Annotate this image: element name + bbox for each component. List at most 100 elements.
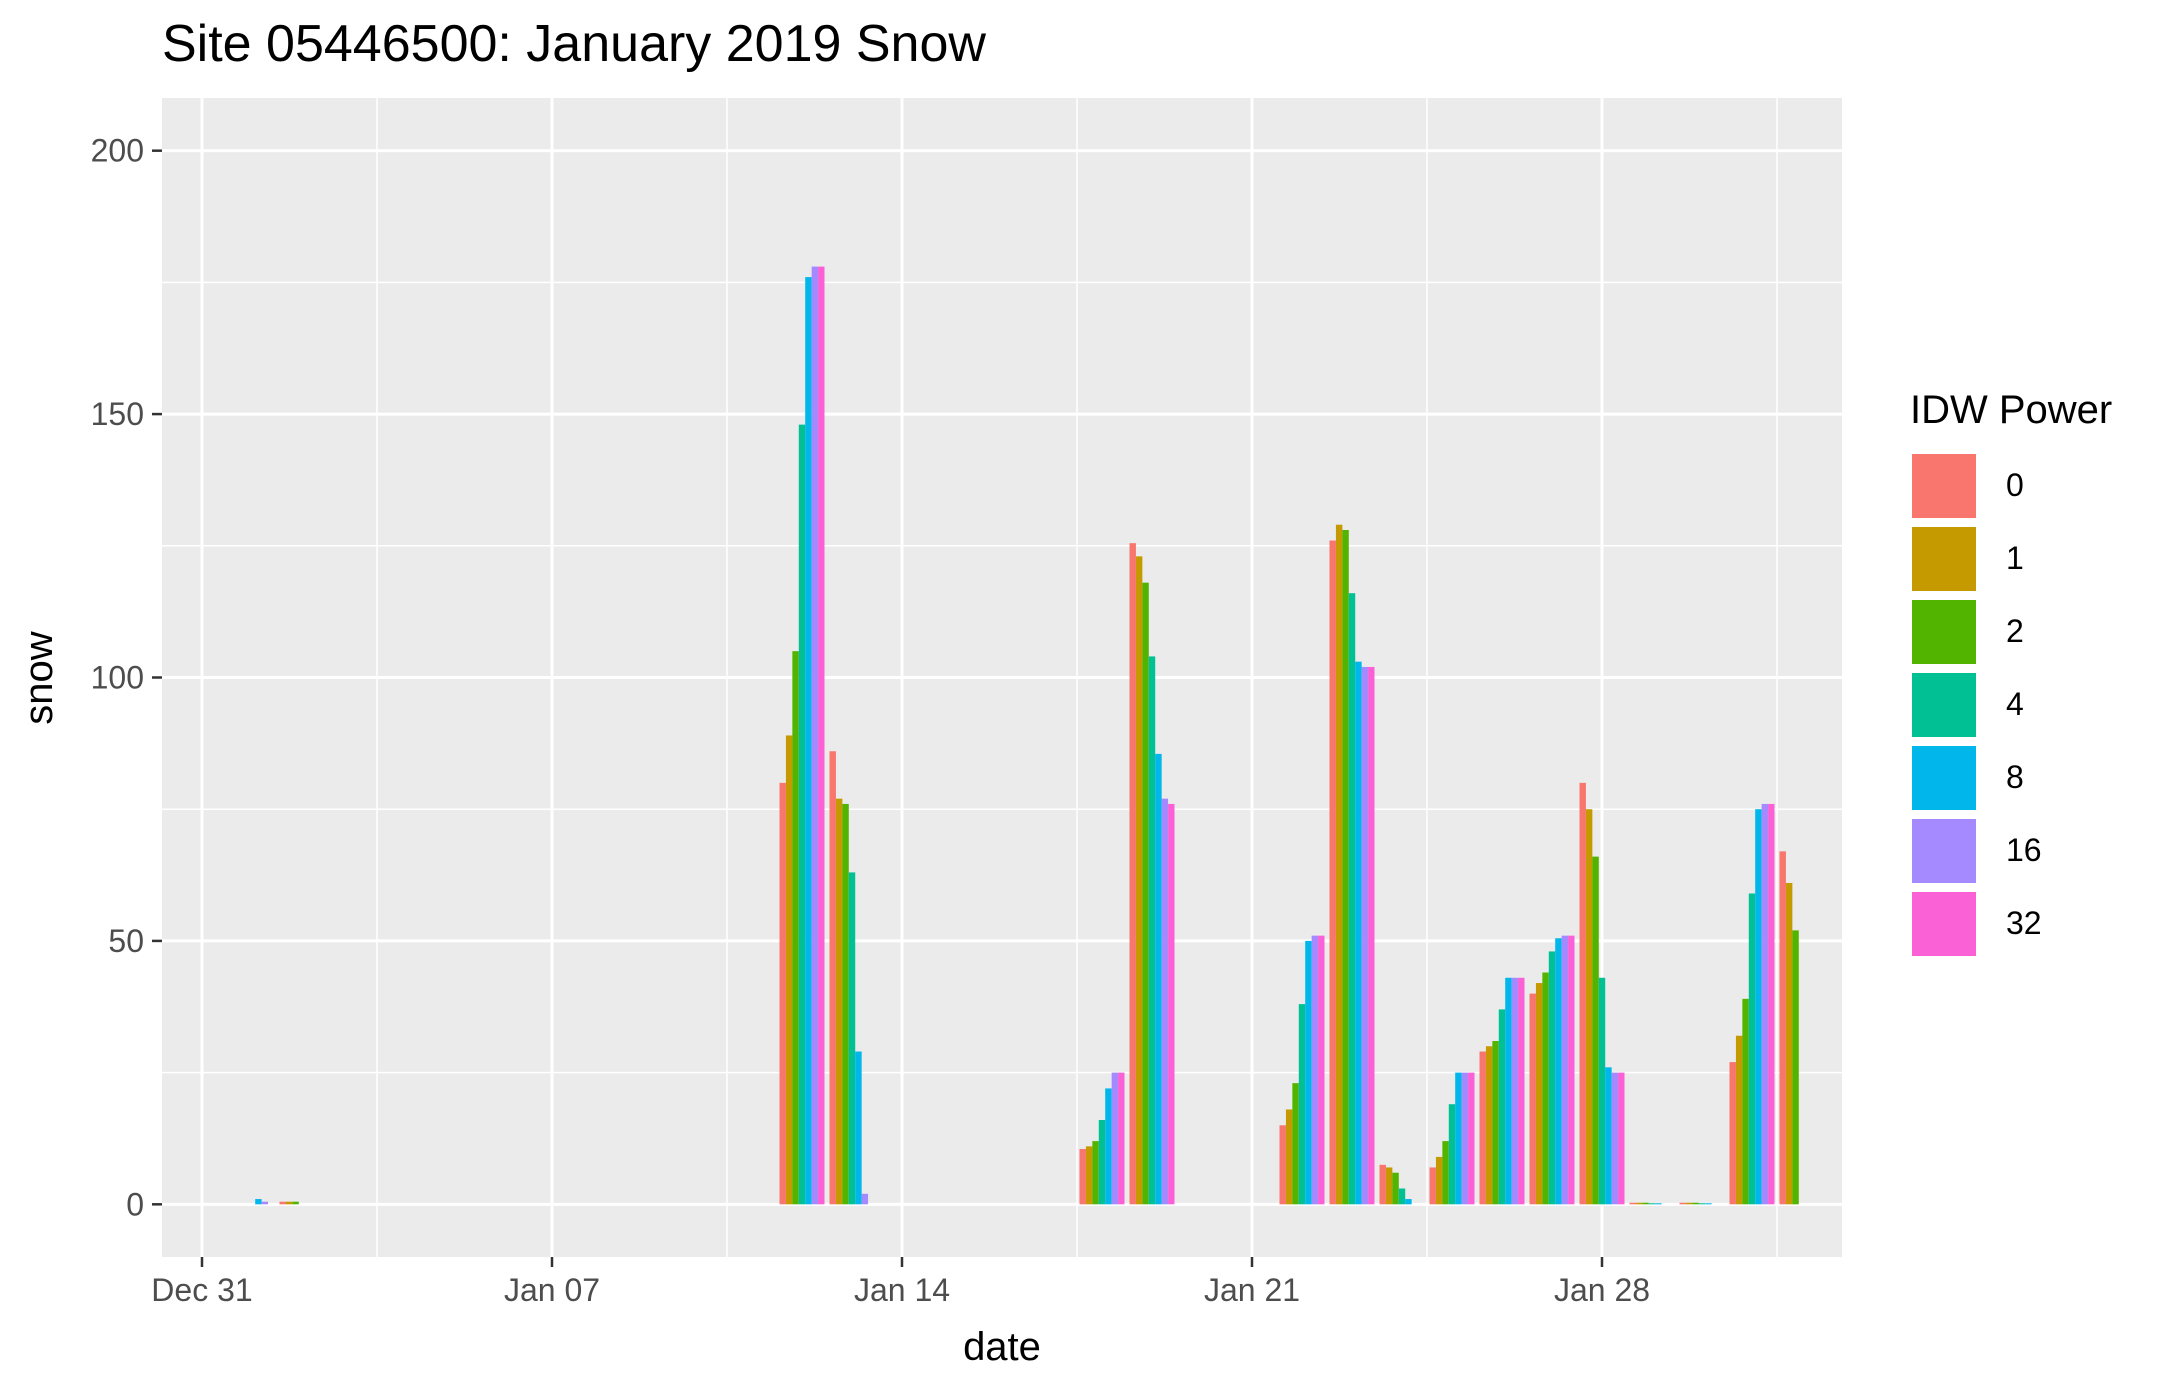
bar-4-2019-01-29	[1648, 1203, 1656, 1205]
legend-item: 2	[1910, 595, 2112, 668]
legend-title: IDW Power	[1910, 388, 2113, 432]
bar-32-2019-01-28	[1618, 1072, 1625, 1205]
bar-2-2019-01-26	[1492, 1041, 1499, 1205]
bar-4-2019-01-13	[848, 872, 856, 1205]
bar-8-2019-01-25	[1455, 1072, 1462, 1205]
bar-2-2019-02-01	[1792, 930, 1799, 1205]
bar-2-2019-01-19	[1142, 582, 1149, 1205]
bar-16-2019-01-27	[1561, 935, 1569, 1205]
bar-16-2019-01-13	[861, 1193, 869, 1205]
legend-swatch	[1910, 816, 1978, 885]
bar-0-2019-01-18	[1079, 1149, 1086, 1205]
bar-32-2019-01-23	[1368, 666, 1375, 1205]
grid-major	[162, 98, 1842, 1257]
bar-8-2019-01-12	[805, 277, 812, 1205]
bar-4-2019-01-18	[1098, 1120, 1106, 1205]
bar-2-2019-01-18	[1092, 1141, 1099, 1205]
bar-1-2019-02-01	[1785, 882, 1793, 1205]
bar-8-2019-01-30	[1705, 1203, 1712, 1205]
legend-swatch	[1910, 524, 1978, 593]
bar-4-2019-01-12	[798, 424, 806, 1205]
bar-1-2019-01-30	[1685, 1202, 1693, 1205]
bar-4-2019-01-30	[1698, 1203, 1706, 1205]
y-tick-label: 200	[91, 133, 144, 169]
bar-8-2019-01-19	[1155, 753, 1162, 1205]
bar-1-2019-01-24	[1385, 1167, 1393, 1205]
bar-1-2019-01-28	[1585, 809, 1593, 1205]
bar-1-2019-01-29	[1635, 1202, 1643, 1205]
bar-0-2019-01-28	[1579, 782, 1586, 1205]
legend-label: 8	[2006, 759, 2024, 795]
bar-4-2019-01-26	[1498, 1009, 1506, 1205]
bar-0-2019-01-30	[1679, 1202, 1686, 1205]
bar-0-2019-01-24	[1379, 1164, 1386, 1205]
legend-item: 4	[1910, 668, 2112, 741]
bar-0-2019-01-26	[1479, 1051, 1486, 1205]
bar-1-2019-01-13	[835, 798, 843, 1205]
bar-2-2019-01-13	[842, 803, 849, 1205]
bar-2-2019-01-12	[792, 651, 799, 1205]
x-tick-label: Jan 28	[1554, 1272, 1650, 1308]
legend-item: 32	[1910, 887, 2112, 960]
legend-swatch	[1910, 670, 1978, 739]
bar-8-2019-01-31	[1755, 809, 1762, 1205]
y-axis-title: snow	[17, 631, 61, 724]
bar-0-2019-01-27	[1529, 993, 1536, 1205]
bar-1-2019-01-31	[1735, 1035, 1743, 1205]
bar-4-2019-01-27	[1548, 951, 1556, 1205]
legend-label: 32	[2006, 905, 2042, 941]
bar-0-2019-01-19	[1129, 543, 1136, 1205]
x-tick-label: Jan 14	[854, 1272, 950, 1308]
chart-title: Site 05446500: January 2019 Snow	[162, 15, 986, 73]
bar-8-2019-01-01	[255, 1199, 262, 1205]
legend-label: 0	[2006, 467, 2024, 503]
bar-2-2019-01-02	[292, 1201, 299, 1205]
bar-1-2019-01-22	[1285, 1109, 1293, 1205]
bar-2-2019-01-28	[1592, 856, 1599, 1205]
legend: IDW Power 0 1 2 4 8 16 32	[1910, 388, 2112, 960]
legend-item: 16	[1910, 814, 2112, 887]
x-tick-label: Jan 07	[504, 1272, 600, 1308]
bar-4-2019-01-19	[1148, 656, 1156, 1205]
y-tick-label: 0	[126, 1186, 144, 1222]
x-tick-label: Dec 31	[151, 1272, 252, 1308]
bar-16-2019-01-01	[261, 1201, 269, 1205]
bar-0-2019-01-02	[279, 1201, 286, 1205]
axis-ticks	[152, 149, 1604, 1267]
bar-8-2019-01-26	[1505, 977, 1512, 1205]
bar-0-2019-01-29	[1629, 1202, 1636, 1205]
legend-label: 4	[2006, 686, 2024, 722]
bar-32-2019-01-27	[1568, 935, 1575, 1205]
bar-32-2019-01-18	[1118, 1072, 1125, 1205]
bar-4-2019-01-28	[1598, 977, 1606, 1205]
bar-8-2019-01-24	[1405, 1199, 1412, 1205]
bar-0-2019-01-31	[1729, 1062, 1736, 1205]
bar-8-2019-01-22	[1305, 940, 1312, 1205]
bar-1-2019-01-02	[285, 1201, 293, 1205]
legend-items: 0 1 2 4 8 16 32	[1910, 449, 2112, 960]
bar-2-2019-01-24	[1392, 1172, 1399, 1205]
bar-1-2019-01-18	[1085, 1146, 1093, 1205]
bar-8-2019-01-18	[1105, 1088, 1112, 1205]
bar-0-2019-01-12	[779, 782, 786, 1205]
legend-swatch	[1910, 889, 1978, 958]
bar-1-2019-01-27	[1535, 983, 1543, 1205]
bar-32-2019-01-12	[818, 266, 825, 1205]
bar-8-2019-01-13	[855, 1051, 862, 1205]
x-tick-label: Jan 21	[1204, 1272, 1300, 1308]
bar-16-2019-01-31	[1761, 803, 1769, 1205]
bar-1-2019-01-26	[1485, 1046, 1493, 1205]
legend-item: 0	[1910, 449, 2112, 522]
bar-2-2019-01-22	[1292, 1083, 1299, 1205]
bar-2-2019-01-31	[1742, 998, 1749, 1205]
x-axis-title: date	[963, 1325, 1041, 1369]
legend-swatch	[1910, 451, 1978, 520]
bar-8-2019-01-29	[1655, 1203, 1662, 1205]
bar-8-2019-01-27	[1555, 938, 1562, 1205]
bar-2-2019-01-29	[1642, 1202, 1649, 1205]
bar-16-2019-01-12	[811, 266, 819, 1205]
bar-4-2019-01-22	[1298, 1004, 1306, 1205]
bar-32-2019-01-19	[1168, 803, 1175, 1205]
bar-2-2019-01-25	[1442, 1141, 1449, 1205]
legend-item: 8	[1910, 741, 2112, 814]
